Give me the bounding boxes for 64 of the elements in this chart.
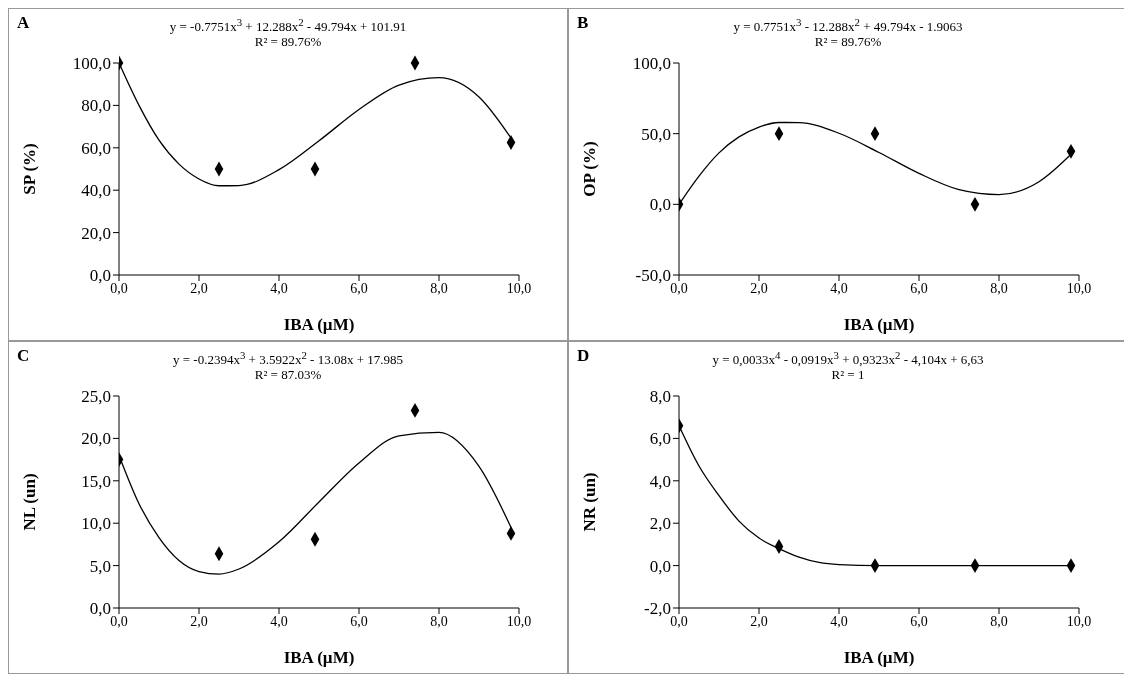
y-tick-label: 0,0 [649,195,671,215]
y-tick-label: 25,0 [81,387,111,407]
y-tick-label: 0,0 [649,556,671,576]
y-axis-title: OP (%) [580,141,600,197]
y-tick-label: 60,0 [81,138,111,158]
y-tick-label: 100,0 [632,54,671,74]
y-axis-title: NL (un) [20,473,40,531]
text: C [17,346,30,366]
chart-subtitle: R² = 87.03% [253,367,323,383]
x-tick-label: 2,0 [750,280,768,296]
chart-title: y = -0.2394x$^{3}$ + 3.5922x$^{2}$ - 13.08x + 17.985 [172,348,404,368]
y-tick-label: 50,0 [641,124,671,144]
x-axis-title: IBA (µM) [283,648,355,667]
y-tick-label: 10,0 [81,514,111,534]
chart-subtitle: R² = 1 [830,367,866,383]
x-tick-label: 4,0 [830,280,848,296]
x-tick-label: 10,0 [1066,280,1092,296]
x-axis-title: IBA (µM) [843,315,915,334]
y-tick-label: 4,0 [649,471,671,491]
x-tick-label: 2,0 [190,613,208,629]
x-tick-label: 6,0 [350,613,368,629]
x-tick-label: 8,0 [430,613,448,629]
x-axis-title: IBA (µM) [843,648,915,667]
x-tick-label: 0,0 [110,280,128,296]
y-tick-label: 15,0 [81,471,111,491]
chart-subtitle: R² = 89.76% [813,34,883,50]
text: A [17,13,30,33]
y-tick-label: 2,0 [649,514,671,534]
y-tick-label: 80,0 [81,96,111,116]
x-tick-label: 10,0 [506,280,532,296]
chart-title: y = 0,0033x$^{4}$ - 0,0919x$^{3}$ + 0,9323x$^{2}$ - 4,104x + 6,63 [711,348,985,368]
x-axis-title: IBA (µM) [283,315,355,334]
x-tick-label: 0,0 [670,613,688,629]
y-tick-label: 6,0 [649,429,671,449]
x-tick-label: 0,0 [110,613,128,629]
text: D [577,346,590,366]
y-tick-label: -2,0 [644,599,671,619]
x-tick-label: 0,0 [670,280,688,296]
text: B [577,13,589,33]
x-tick-label: 8,0 [990,613,1008,629]
x-tick-label: 6,0 [350,280,368,296]
x-tick-label: 4,0 [830,613,848,629]
y-tick-label: 100,0 [72,54,111,74]
y-tick-label: 20,0 [81,223,111,243]
y-axis-title: NR (un) [580,472,600,532]
y-tick-label: 8,0 [649,387,671,407]
x-tick-label: 10,0 [1066,613,1092,629]
x-tick-label: 10,0 [506,613,532,629]
x-tick-label: 8,0 [990,280,1008,296]
y-tick-label: 20,0 [81,429,111,449]
x-tick-label: 2,0 [750,613,768,629]
x-tick-label: 2,0 [190,280,208,296]
y-tick-label: -50,0 [635,266,671,286]
chart-subtitle: R² = 89.76% [253,34,323,50]
x-tick-label: 8,0 [430,280,448,296]
x-tick-label: 4,0 [270,613,288,629]
x-tick-label: 6,0 [910,280,928,296]
y-axis-title: SP (%) [20,143,40,195]
x-tick-label: 6,0 [910,613,928,629]
chart-title: y = -0.7751x$^{3}$ + 12.288x$^{2}$ - 49.794x + 101.91 [168,15,408,35]
y-tick-label: 40,0 [81,181,111,201]
y-tick-label: 5,0 [89,556,111,576]
x-tick-label: 4,0 [270,280,288,296]
chart-title: y = 0.7751x$^{3}$ - 12.288x$^{2}$ + 49.794x - 1.9063 [732,15,964,35]
